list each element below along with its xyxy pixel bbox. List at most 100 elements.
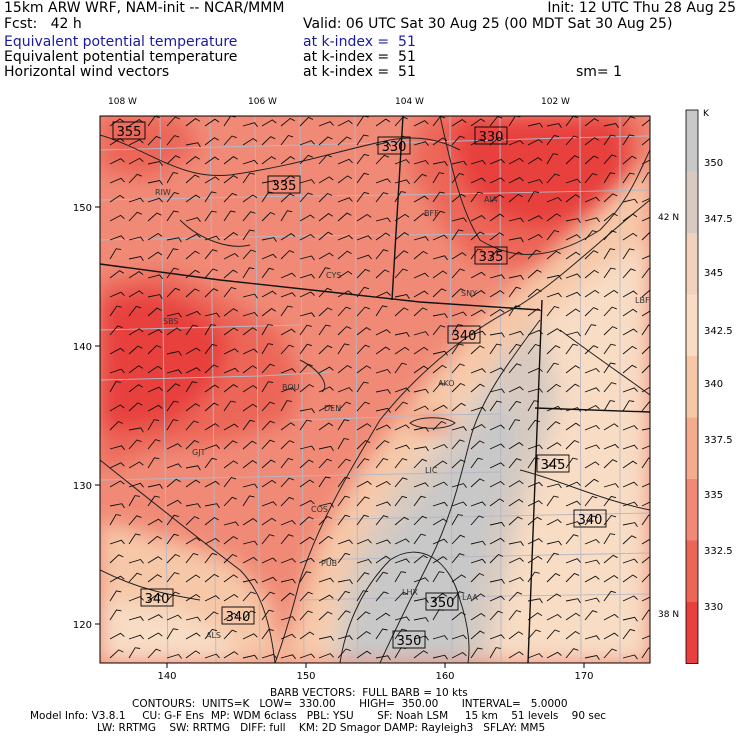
wind-barb (394, 268, 408, 279)
wind-barb (166, 591, 180, 602)
wind-barb (451, 553, 465, 564)
wind-barb (223, 496, 237, 507)
wind-barb (451, 343, 464, 355)
contour-label: 355 (117, 125, 142, 140)
wind-barb (508, 400, 522, 412)
wind-barb (375, 515, 389, 526)
wind-barb (470, 191, 483, 203)
wind-barb (204, 288, 219, 298)
wind-barb (356, 458, 370, 469)
wind-barb (375, 655, 391, 661)
wind-barb (432, 571, 445, 583)
wind-barb (565, 457, 578, 469)
wind-barb (451, 288, 466, 298)
wind-barb (109, 347, 125, 355)
field-level-1: at k-index = 51 (303, 34, 416, 50)
wind-barb (451, 534, 466, 545)
wind-barb (470, 383, 485, 393)
wind-barb (356, 286, 370, 298)
wind-barb (394, 159, 410, 165)
x-tick-labels: 140 150 160 170 (157, 663, 594, 682)
contour-legend: CONTOURS: UNITS=K LOW= 330.00 HIGH= 350.… (132, 698, 568, 710)
wind-barb (128, 290, 144, 298)
wind-barb (318, 458, 332, 469)
wind-barb (128, 365, 144, 374)
wind-barb (299, 154, 313, 165)
wind-barb (204, 343, 218, 355)
wind-barb (508, 631, 524, 640)
wind-barb (527, 400, 540, 412)
wind-barb (489, 343, 502, 355)
wind-barb (337, 343, 350, 355)
wind-barb (451, 382, 466, 393)
wind-barb (147, 160, 163, 166)
wind-barb (185, 479, 201, 488)
wind-barb (166, 312, 182, 318)
wind-barb (128, 482, 144, 488)
wind-barb (394, 331, 410, 337)
contour-label: 335 (479, 250, 504, 265)
contour-label-box (140, 588, 174, 607)
wind-barb (185, 465, 201, 471)
wind-barb (603, 632, 619, 640)
wind-barb (622, 535, 637, 545)
x-tick-150: 150 (296, 671, 315, 682)
wind-barb (641, 159, 650, 165)
wind-barb (242, 348, 258, 355)
wind-barb (166, 350, 182, 356)
wind-barb (489, 332, 505, 338)
wind-barb (584, 196, 600, 203)
wind-barb (299, 571, 312, 583)
wind-barb (413, 577, 429, 583)
wind-barb (375, 480, 391, 488)
map-frame (99, 115, 651, 664)
wind-barb (375, 424, 391, 431)
wind-barb (299, 214, 315, 222)
wind-barb (375, 591, 389, 602)
wind-barb (356, 153, 370, 165)
wind-barb (641, 324, 650, 336)
wind-barb (489, 480, 505, 488)
wind-barb (394, 477, 408, 488)
wind-barb (527, 308, 543, 317)
wind-barb (527, 457, 540, 469)
wind-barb (375, 217, 391, 223)
wind-barb (508, 305, 521, 317)
wind-barb (375, 628, 388, 640)
wind-barb (261, 401, 275, 412)
wind-barb (508, 480, 524, 488)
wind-barb (565, 500, 581, 507)
wind-barb (128, 139, 144, 146)
wind-barb (375, 249, 389, 260)
wind-barb (299, 445, 315, 451)
wind-barb (641, 609, 650, 621)
wind-barb (546, 123, 562, 129)
wind-barb (489, 249, 503, 260)
wind-barb (261, 439, 275, 450)
wind-barb (413, 405, 429, 412)
wind-barb (603, 289, 619, 298)
wind-barb (584, 230, 598, 241)
wind-barb (318, 611, 333, 621)
wind-barb (622, 198, 638, 204)
wind-barb (356, 611, 371, 621)
wind-barb (470, 647, 483, 659)
wind-barb (185, 347, 201, 355)
wind-barb (489, 308, 505, 317)
wind-barb (166, 653, 182, 659)
wind-barb (527, 233, 543, 241)
wind-barb (280, 519, 296, 526)
wind-barb (261, 420, 275, 431)
wind-barb (546, 383, 561, 393)
wind-barb (375, 178, 391, 184)
city-label: LAA (462, 593, 478, 602)
wind-barb (584, 137, 600, 146)
wind-barb (603, 193, 618, 203)
wind-barb (603, 154, 617, 165)
wind-barb (356, 344, 370, 355)
wind-barb (432, 404, 448, 412)
wind-barb (109, 609, 122, 621)
wind-barb (413, 307, 428, 317)
wind-barb (584, 559, 600, 565)
wind-barb (432, 161, 448, 167)
